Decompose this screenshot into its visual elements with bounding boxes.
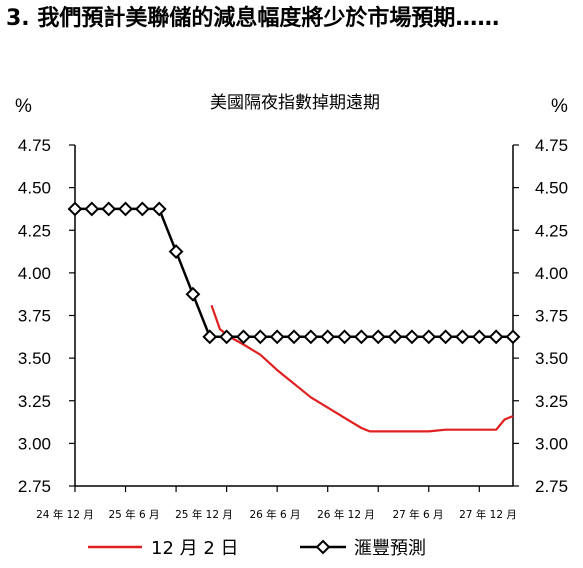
x-tick-label: 27 年 6 月 xyxy=(392,508,443,521)
y-tick-label-right: 4.75 xyxy=(535,136,568,155)
series-line-12-02 xyxy=(210,304,514,433)
legend-diamond-marker xyxy=(315,539,331,555)
y-tick-label-right: 3.00 xyxy=(535,434,568,453)
data-point-diamond xyxy=(269,329,285,345)
data-point-diamond xyxy=(67,201,83,217)
y-tick-label-left: 2.75 xyxy=(18,477,51,496)
y-tick-label-left: 4.25 xyxy=(18,221,51,240)
y-tick-label-right: 4.50 xyxy=(535,179,568,198)
data-point-diamond xyxy=(320,329,336,345)
x-tick-label: 26 年 12 月 xyxy=(317,508,375,521)
data-point-diamond xyxy=(134,201,150,217)
y-tick-label-right: 4.25 xyxy=(535,221,568,240)
x-tick-label: 25 年 12 月 xyxy=(175,508,233,521)
data-point-diamond xyxy=(404,329,420,345)
data-point-diamond xyxy=(505,329,521,345)
data-point-diamond xyxy=(151,201,167,217)
y-tick-label-left: 4.75 xyxy=(18,136,51,155)
data-point-diamond xyxy=(185,286,201,302)
data-point-diamond xyxy=(303,329,319,345)
y-tick-label-left: 3.25 xyxy=(18,392,51,411)
data-point-diamond xyxy=(202,329,218,345)
data-point-diamond xyxy=(236,329,251,345)
series-group xyxy=(67,201,521,433)
y-tick-label-left: 4.00 xyxy=(18,264,51,283)
y-tick-label-left: 3.50 xyxy=(18,349,51,368)
data-point-diamond xyxy=(219,329,235,345)
y-tick-label-right: 4.00 xyxy=(535,264,568,283)
y-tick-label-left: 3.75 xyxy=(18,307,51,326)
data-point-diamond xyxy=(370,329,386,345)
page-heading: 3. 我們預計美聯儲的減息幅度將少於市場預期…… xyxy=(6,6,500,31)
axes: 4.75 4.75 4.50 4.50 4.25 4.25 4.00 4.00 3.75 3.75… xyxy=(18,136,568,521)
legend-label-12-02: 12 月 2 日 xyxy=(151,538,239,559)
data-point-diamond xyxy=(353,329,369,345)
data-point-diamond xyxy=(455,329,470,345)
y-tick-label-left: 3.00 xyxy=(18,434,51,453)
y-axis-unit-left: % xyxy=(15,96,32,117)
chart-title: 美國隔夜指數掉期遠期 xyxy=(210,93,380,113)
y-tick-label-right: 3.75 xyxy=(535,307,568,326)
data-point-diamond xyxy=(488,329,504,345)
x-tick-label: 26 年 6 月 xyxy=(249,508,300,521)
y-tick-label-left: 4.50 xyxy=(18,179,51,198)
y-axis-unit-right: % xyxy=(551,96,568,117)
data-point-diamond xyxy=(421,329,437,345)
y-tick-label-right: 2.75 xyxy=(535,477,568,496)
data-point-diamond xyxy=(252,329,268,345)
data-point-diamond xyxy=(471,329,487,345)
data-point-diamond xyxy=(168,244,184,259)
data-point-diamond xyxy=(387,329,403,345)
data-point-diamond xyxy=(118,201,133,217)
legend-label-hsbc-forecast: 滙豐預測 xyxy=(354,538,426,559)
series-line-hsbc-forecast xyxy=(75,207,513,339)
legend: 12 月 2 日 滙豐預測 xyxy=(88,538,426,559)
x-tick-label: 27 年 12 月 xyxy=(459,508,517,521)
x-tick-label: 25 年 6 月 xyxy=(108,508,159,521)
x-tick-label: 24 年 12 月 xyxy=(36,508,94,521)
data-point-diamond xyxy=(286,329,302,345)
y-tick-label-right: 3.50 xyxy=(535,349,568,368)
data-point-diamond xyxy=(101,201,117,217)
data-point-diamond xyxy=(337,329,352,345)
y-tick-label-right: 3.25 xyxy=(535,392,568,411)
data-point-diamond xyxy=(438,329,454,345)
data-point-diamond xyxy=(84,201,100,217)
